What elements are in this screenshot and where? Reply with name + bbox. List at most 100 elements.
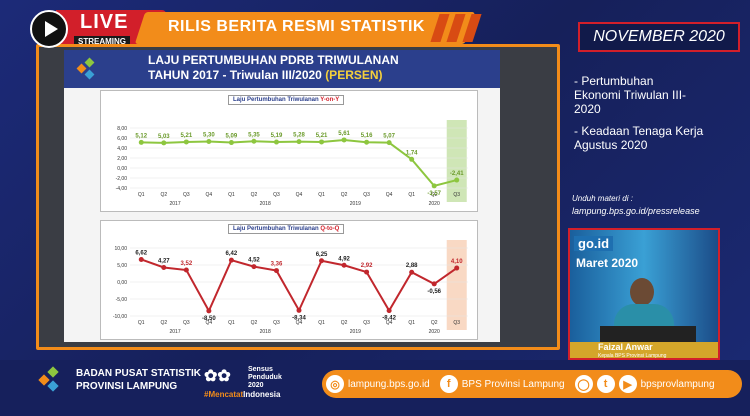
data-label: 5,21 [180,133,192,139]
bps-footer-logo-icon [38,366,59,392]
data-label: 4,92 [338,256,350,262]
name-bar [570,342,718,358]
highlight-band [446,240,467,330]
x-tick-label: Q3 [273,320,280,326]
download-link[interactable]: lampung.bps.go.id/pressrelease [572,206,700,216]
data-label: 2,92 [361,263,373,269]
x-tick-label: Q4 [296,320,303,326]
x-tick-label: Q2 [160,192,167,198]
x-tick-label: Q3 [363,192,370,198]
data-label: 2,88 [406,263,418,269]
data-label: 5,19 [271,133,283,139]
sensus-label: Sensus Penduduk 2020 [248,366,282,389]
x-tick-label: Q2 [251,192,258,198]
x-tick-label: Q4 [296,192,303,198]
social-handle[interactable]: bpsprovlampung [640,378,715,390]
y-tick-label: 10,00 [114,246,127,252]
data-point [161,264,167,270]
data-label: 1,74 [406,150,418,156]
chart-qtq-box [100,220,478,340]
data-label: 5,16 [361,133,373,139]
speaker-title: Kepala BPS Provinsi Lampung [598,353,667,359]
data-label: 5,35 [248,132,260,138]
year-label: 2019 [350,201,361,207]
year-label: 2019 [350,329,361,335]
org-name-line1: BADAN PUSAT STATISTIK [76,368,201,379]
data-point [319,139,325,145]
data-label: 4,52 [248,258,260,264]
y-tick-label: 0,00 [117,280,127,286]
highlight-band [446,120,467,202]
x-tick-label: Q2 [341,192,348,198]
data-label: 5,12 [135,133,147,139]
data-label: -3,57 [427,191,441,197]
data-point [364,139,370,145]
year-label: 2020 [429,201,440,207]
data-point [454,177,460,183]
data-point [431,183,437,189]
data-point [228,257,234,263]
slide-title-line2: TAHUN 2017 - Triwulan III/2020 (PERSEN) [148,68,383,82]
data-label: 6,42 [226,251,238,257]
data-point [183,267,189,273]
data-point [319,258,325,264]
y-tick-label: -10,00 [113,314,127,320]
x-tick-label: Q1 [318,320,325,326]
data-label: 3,52 [180,261,192,267]
y-tick-label: 6,00 [117,136,127,142]
data-point [251,264,257,270]
data-point [206,308,212,314]
data-point [386,140,392,146]
data-label: -8,50 [202,316,216,322]
data-label: 5,03 [158,134,170,140]
x-tick-label: Q1 [408,192,415,198]
x-tick-label: Q1 [138,320,145,326]
twitter-icon: t [596,375,615,393]
year-label: 2020 [429,329,440,335]
facebook-link[interactable]: BPS Provinsi Lampung [461,378,565,390]
slide-title-line1: LAJU PERTUMBUHAN PDRB TRIWULANAN [148,53,399,67]
y-tick-label: 4,00 [117,146,127,152]
data-point [364,269,370,275]
data-label: 5,09 [226,134,238,140]
data-label: 4,27 [158,258,170,264]
facebook-icon: f [439,375,458,393]
instagram-icon: ◯ [574,375,593,393]
x-tick-label: Q1 [318,192,325,198]
data-point [273,268,279,274]
date-label: NOVEMBER 2020 [578,22,740,52]
data-point [296,307,302,313]
x-tick-label: Q4 [206,320,213,326]
year-label: 2017 [170,329,181,335]
x-tick-label: Q2 [341,320,348,326]
x-tick-label: Q2 [431,320,438,326]
video-banner-text: go.id [574,236,614,251]
series-line [141,138,457,187]
data-point [386,308,392,314]
data-point [341,137,347,143]
data-label: 4,10 [451,259,463,265]
live-label: LIVE [80,11,129,33]
data-label: 5,61 [338,131,350,137]
data-label: -8,42 [382,316,396,322]
website-link[interactable]: lampung.bps.go.id [348,378,430,390]
hashtag: #MencatatIndonesia [204,390,281,399]
speaker-head [630,278,654,306]
download-label: Unduh materi di : [572,194,633,203]
x-tick-label: Q2 [160,320,167,326]
year-label: 2017 [170,201,181,207]
youtube-icon: ▶ [618,375,637,393]
data-point [409,156,415,162]
y-tick-label: 0,00 [117,166,127,172]
play-icon[interactable] [30,10,68,48]
slide-title-unit: (PERSEN) [325,68,383,82]
x-tick-label: Q1 [138,192,145,198]
data-point [161,140,167,146]
x-tick-label: Q1 [228,192,235,198]
chart-yoy: 8,00 6,00 4,00 2,00 0,00 -2,00 -4,00 Q1 Q2 Q3 Q4 Q1… [116,120,468,207]
y-tick-label: -5,00 [116,297,128,303]
data-point [409,269,415,275]
bps-logo-icon [76,57,95,80]
speaker-name: Faizal Anwar [598,342,653,352]
social-bar: ◎ lampung.bps.go.id f BPS Provinsi Lampu… [322,370,742,398]
